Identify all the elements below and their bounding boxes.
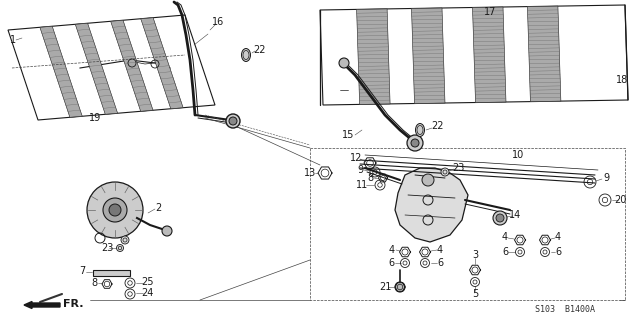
- Text: 4: 4: [555, 232, 561, 242]
- Circle shape: [407, 135, 423, 151]
- Circle shape: [229, 117, 237, 125]
- Circle shape: [441, 168, 449, 176]
- Text: 17: 17: [484, 7, 496, 17]
- Text: 3: 3: [472, 250, 478, 260]
- Text: 21: 21: [379, 282, 391, 292]
- Text: 2: 2: [155, 203, 161, 213]
- Text: 16: 16: [212, 17, 224, 27]
- Text: 6: 6: [437, 258, 443, 268]
- Circle shape: [116, 244, 124, 251]
- Text: 23: 23: [101, 243, 113, 253]
- Text: 12: 12: [350, 153, 362, 163]
- Text: 15: 15: [342, 130, 354, 140]
- Text: 9: 9: [603, 173, 609, 183]
- Text: 13: 13: [304, 168, 316, 178]
- Text: S103  B1400A: S103 B1400A: [535, 306, 595, 315]
- Text: 22: 22: [432, 121, 444, 131]
- Text: 4: 4: [437, 245, 443, 255]
- Text: 4: 4: [502, 232, 508, 242]
- Circle shape: [422, 174, 434, 186]
- Text: 23: 23: [452, 163, 464, 173]
- Text: 7: 7: [79, 266, 85, 276]
- Text: 20: 20: [614, 195, 626, 205]
- Circle shape: [339, 58, 349, 68]
- Text: 24: 24: [141, 288, 153, 298]
- Circle shape: [395, 282, 405, 292]
- Polygon shape: [111, 20, 153, 111]
- Polygon shape: [472, 7, 506, 102]
- Polygon shape: [412, 8, 445, 103]
- Circle shape: [109, 204, 121, 216]
- Polygon shape: [356, 9, 390, 104]
- Text: 9: 9: [357, 165, 363, 175]
- Text: 6: 6: [555, 247, 561, 257]
- Text: 10: 10: [512, 150, 524, 160]
- Circle shape: [493, 211, 507, 225]
- FancyArrow shape: [24, 301, 60, 308]
- Polygon shape: [40, 26, 83, 117]
- Text: 25: 25: [141, 277, 153, 287]
- Polygon shape: [141, 18, 183, 109]
- Text: 1: 1: [10, 35, 16, 45]
- Text: 11: 11: [356, 180, 368, 190]
- Polygon shape: [527, 6, 561, 101]
- Polygon shape: [76, 23, 118, 114]
- Circle shape: [226, 114, 240, 128]
- Circle shape: [121, 236, 129, 244]
- Circle shape: [162, 226, 172, 236]
- Text: 18: 18: [616, 75, 628, 85]
- Circle shape: [496, 214, 504, 222]
- Text: 6: 6: [502, 247, 508, 257]
- Text: 5: 5: [472, 289, 478, 299]
- Ellipse shape: [241, 48, 250, 62]
- Text: 8: 8: [367, 173, 373, 183]
- Polygon shape: [395, 168, 468, 242]
- Ellipse shape: [415, 123, 424, 137]
- Circle shape: [87, 182, 143, 238]
- Circle shape: [411, 139, 419, 147]
- Text: FR.: FR.: [63, 299, 83, 309]
- Text: 8: 8: [91, 278, 97, 288]
- Text: 4: 4: [389, 245, 395, 255]
- Text: 14: 14: [509, 210, 521, 220]
- Circle shape: [103, 198, 127, 222]
- Text: 19: 19: [89, 113, 101, 123]
- Polygon shape: [93, 270, 130, 276]
- Text: 6: 6: [388, 258, 394, 268]
- Text: 22: 22: [253, 45, 266, 55]
